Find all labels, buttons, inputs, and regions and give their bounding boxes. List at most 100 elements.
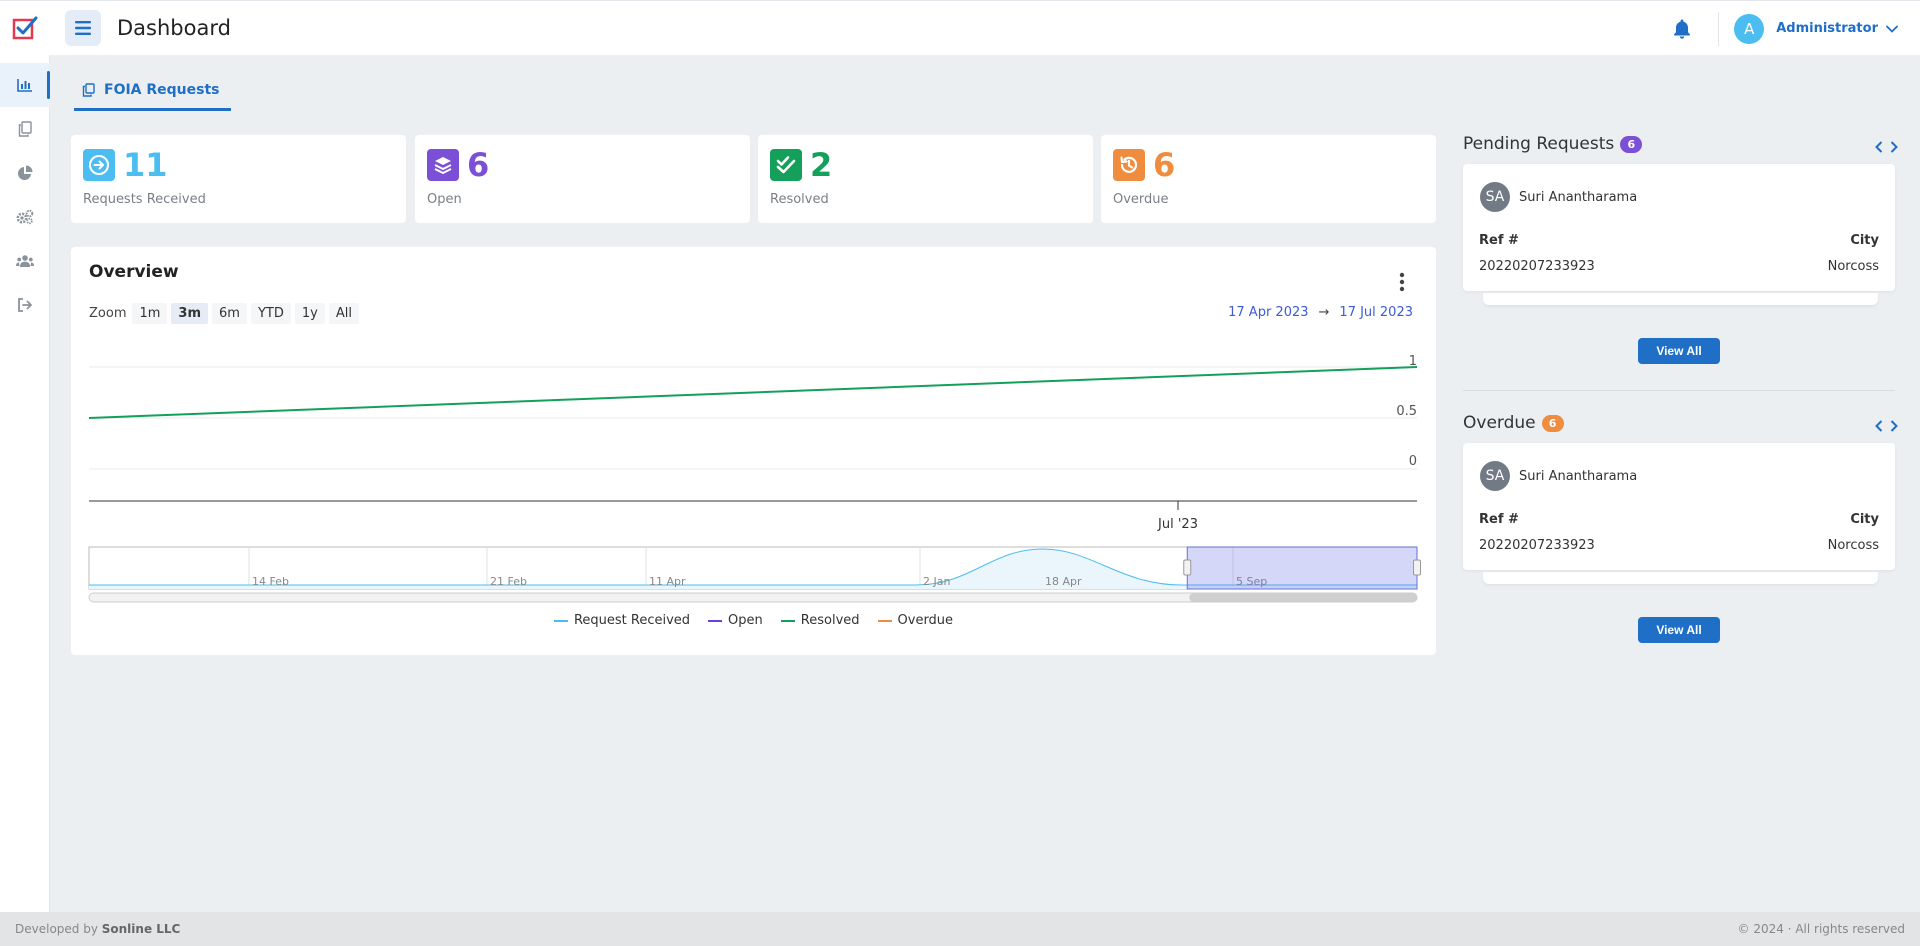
copy-icon	[18, 121, 32, 137]
chart-legend: Request Received Open Resolved Overdue	[71, 613, 1436, 628]
user-avatar[interactable]: A	[1734, 13, 1765, 44]
sidebar-item-reports[interactable]	[0, 151, 50, 195]
bell-icon[interactable]	[1670, 17, 1694, 41]
navigator-label: 18 Apr	[1045, 575, 1082, 588]
panel-divider	[1463, 390, 1895, 391]
top-bar: Dashboard A Administrator	[0, 0, 1920, 55]
navigator-handle-right[interactable]	[1413, 559, 1421, 576]
city-label: City	[1850, 512, 1879, 527]
stat-value: 6	[467, 146, 490, 184]
range-to-date[interactable]: 17 Jul 2023	[1339, 305, 1413, 320]
zoom-label: Zoom	[89, 306, 127, 321]
city-label: City	[1850, 233, 1879, 248]
navigator-handle-left[interactable]	[1183, 559, 1192, 576]
legend-label: Resolved	[800, 613, 860, 628]
hamburger-menu-button[interactable]	[65, 10, 101, 46]
zoom-all-button[interactable]: All	[328, 303, 359, 324]
legend-item-overdue[interactable]: Overdue	[877, 613, 954, 628]
navigator[interactable]: 14 Feb 21 Feb 11 Apr 2 Jan 18 Apr 5 Sep	[88, 546, 1421, 603]
footer: Developed by Sonline LLC © 2024 · All ri…	[0, 912, 1920, 946]
avatar: SA	[1480, 461, 1510, 491]
city-value: Norcoss	[1827, 538, 1879, 553]
sidebar-item-dashboard[interactable]	[0, 63, 50, 107]
navigator-selection[interactable]	[1186, 546, 1418, 590]
view-all-pending-button[interactable]: View All	[1638, 338, 1720, 364]
chevron-right-icon[interactable]	[1890, 420, 1898, 432]
zoom-1y-button[interactable]: 1y	[294, 303, 325, 324]
y-tick-label: 0	[1409, 454, 1417, 469]
footer-company-link[interactable]: Sonline LLC	[101, 922, 181, 936]
tab-foia-requests[interactable]: FOIA Requests	[74, 72, 231, 111]
app-logo[interactable]	[0, 1, 50, 56]
requester-name: Suri Anantharama	[1519, 468, 1638, 484]
stat-value: 6	[1153, 146, 1176, 184]
tab-label: FOIA Requests	[104, 82, 220, 98]
zoom-3m-button[interactable]: 3m	[171, 303, 209, 324]
sidebar-item-settings[interactable]	[0, 195, 50, 239]
stat-card-overdue[interactable]: 6 Overdue	[1101, 135, 1436, 223]
x-tick-label: Jul '23	[1157, 517, 1198, 532]
stat-card-requests-received[interactable]: 11 Requests Received	[71, 135, 406, 223]
stat-card-resolved[interactable]: 2 Resolved	[758, 135, 1093, 223]
gears-icon	[16, 209, 34, 225]
ref-label: Ref #	[1479, 512, 1519, 527]
legend-item-open[interactable]: Open	[708, 613, 763, 628]
stat-label: Resolved	[770, 192, 829, 207]
copy-icon	[82, 83, 95, 97]
overview-chart[interactable]: 1 0.5 0 Jul '23 14 Feb 21 Feb 11 Apr 2 J…	[71, 327, 1436, 617]
kebab-menu-icon[interactable]	[1397, 272, 1407, 292]
navigator-series-line	[89, 548, 1417, 586]
layers-icon	[427, 149, 459, 181]
check-double-icon	[770, 149, 802, 181]
bar-chart-icon	[17, 79, 32, 92]
navigator-label: 5 Sep	[1236, 575, 1267, 588]
range-arrow: →	[1318, 305, 1330, 320]
ref-value: 20220207233923	[1479, 538, 1595, 553]
page-title: Dashboard	[117, 16, 231, 40]
history-icon	[1113, 149, 1145, 181]
ref-value: 20220207233923	[1479, 259, 1595, 274]
navigator-label: 11 Apr	[649, 575, 686, 588]
hamburger-icon	[75, 21, 91, 35]
sidebar-item-requests[interactable]	[0, 107, 50, 151]
sidebar-item-logout[interactable]	[0, 283, 50, 327]
chevron-left-icon[interactable]	[1875, 141, 1883, 153]
zoom-6m-button[interactable]: 6m	[212, 303, 247, 324]
footer-prefix: Developed by	[15, 922, 102, 936]
panel-title-text: Pending Requests	[1463, 134, 1615, 154]
city-value: Norcoss	[1827, 259, 1879, 274]
avatar: SA	[1480, 182, 1510, 212]
checkbox-logo-icon	[12, 16, 38, 40]
range-from-date[interactable]: 17 Apr 2023	[1228, 305, 1309, 320]
pie-chart-icon	[18, 165, 33, 180]
series-line-resolved[interactable]	[88, 366, 1418, 419]
overdue-request-card[interactable]: SA Suri Anantharama Ref # City 202202072…	[1463, 443, 1895, 570]
legend-item-resolved[interactable]: Resolved	[780, 613, 860, 628]
requester-name: Suri Anantharama	[1519, 189, 1638, 205]
stat-card-open[interactable]: 6 Open	[415, 135, 750, 223]
chevron-right-icon[interactable]	[1890, 141, 1898, 153]
navigator-scrollbar-thumb[interactable]	[1189, 593, 1417, 602]
zoom-1m-button[interactable]: 1m	[132, 303, 168, 324]
view-all-overdue-button[interactable]: View All	[1638, 617, 1720, 643]
pending-requests-title: Pending Requests 6	[1463, 134, 1643, 154]
topbar-separator	[1718, 11, 1720, 46]
stat-value: 2	[810, 146, 833, 184]
stat-label: Requests Received	[83, 192, 206, 207]
zoom-controls: Zoom 1m 3m 6m YTD 1y All	[89, 303, 363, 324]
date-range: 17 Apr 2023 → 17 Jul 2023	[1228, 305, 1413, 320]
sidebar-item-users[interactable]	[0, 239, 50, 283]
chevron-down-icon[interactable]	[1886, 25, 1898, 33]
count-badge: 6	[1620, 135, 1643, 153]
navigator-label: 21 Feb	[490, 575, 527, 588]
chevron-left-icon[interactable]	[1875, 420, 1883, 432]
panel-title-text: Overdue	[1463, 413, 1536, 433]
legend-item-request-received[interactable]: Request Received	[553, 613, 690, 628]
zoom-ytd-button[interactable]: YTD	[250, 303, 291, 324]
legend-label: Overdue	[897, 613, 954, 628]
pending-request-card[interactable]: SA Suri Anantharama Ref # City 202202072…	[1463, 164, 1895, 291]
count-badge: 6	[1541, 414, 1564, 432]
footer-credit: Developed by Sonline LLC	[15, 922, 180, 936]
user-name[interactable]: Administrator	[1776, 21, 1878, 36]
legend-label: Open	[728, 613, 763, 628]
